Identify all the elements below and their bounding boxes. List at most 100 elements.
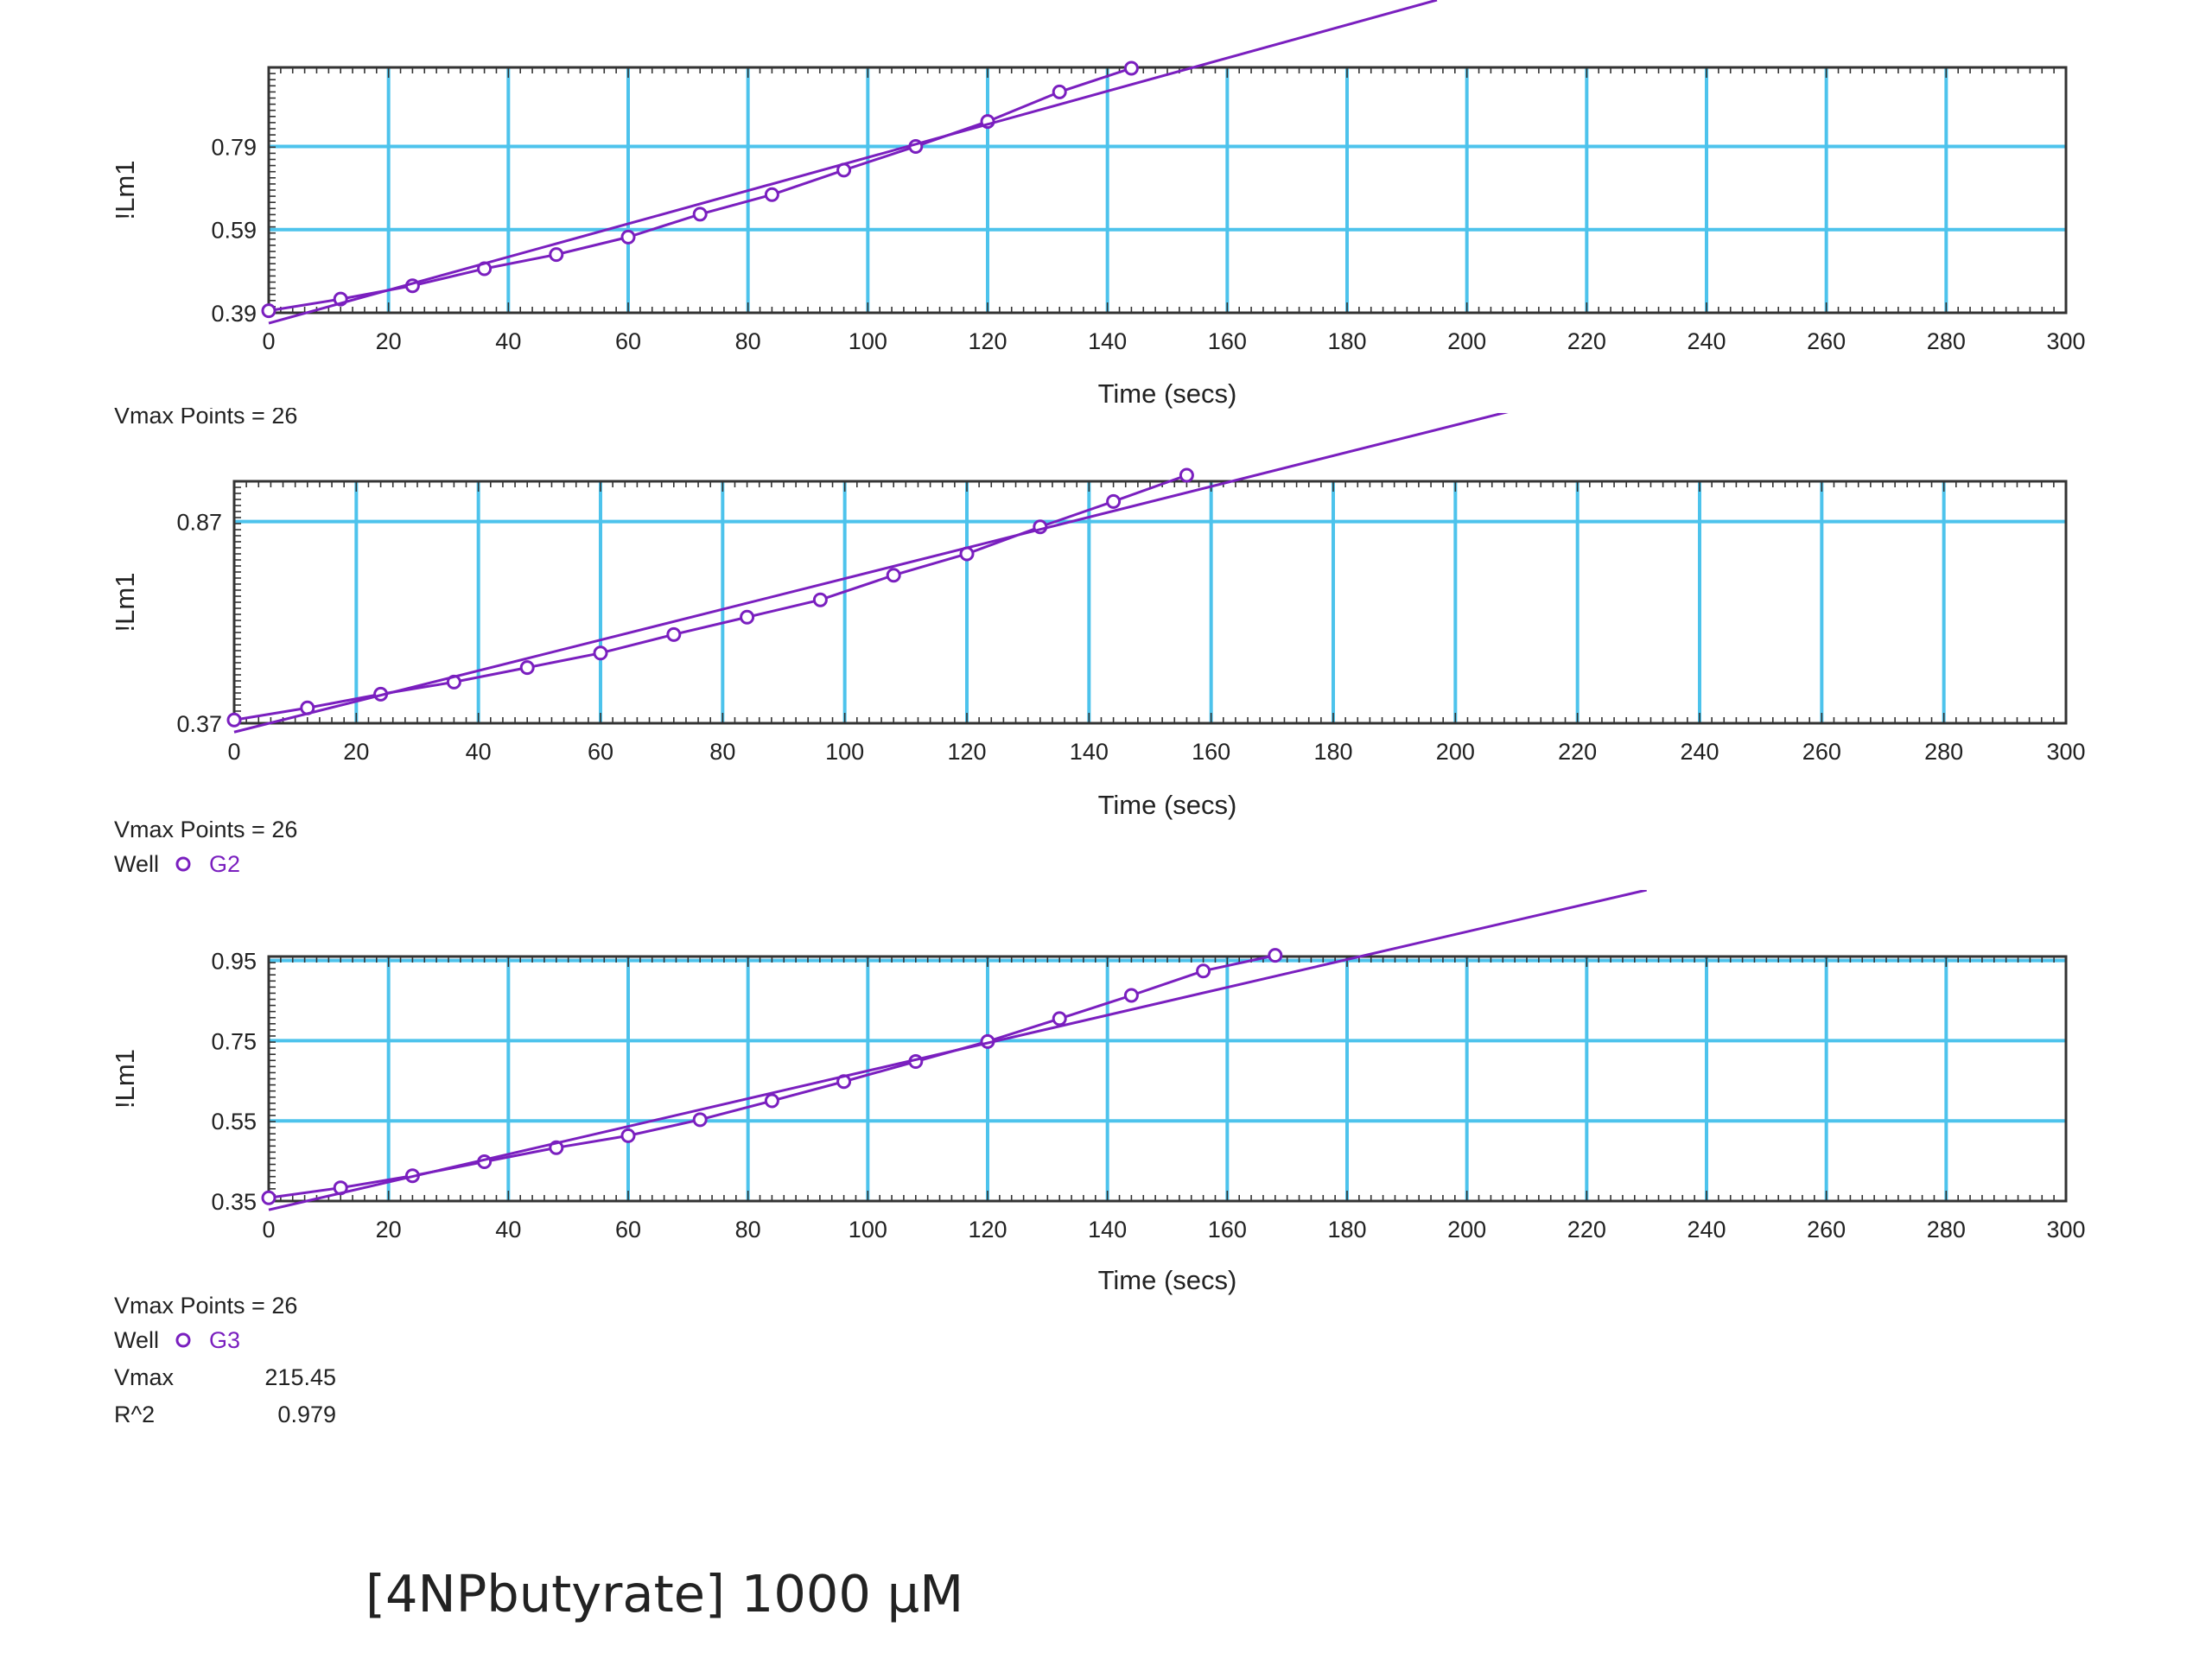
plot-frame: [267, 955, 2068, 1203]
x-tick-label: 0: [262, 328, 275, 354]
x-tick-label: 60: [615, 1217, 641, 1243]
y-tick-label: 0.55: [211, 1109, 257, 1135]
x-tick-label: 140: [1070, 739, 1109, 765]
x-tick-label: 60: [588, 739, 613, 765]
data-point: [549, 247, 564, 263]
data-point: [593, 645, 608, 661]
x-tick-label: 300: [2046, 328, 2085, 354]
plot-frame: [267, 66, 2068, 315]
x-tick-label: 260: [1802, 739, 1841, 765]
x-tick-label: 280: [1924, 739, 1963, 765]
data-point: [1052, 1011, 1067, 1027]
data-point: [812, 592, 828, 607]
y-axis-label: !Lm1: [110, 161, 140, 220]
x-tick-label: 200: [1447, 328, 1486, 354]
x-tick-label: 240: [1687, 328, 1726, 354]
data-point: [1123, 60, 1139, 76]
x-tick-label: 0: [227, 739, 240, 765]
data-layer: [261, 890, 1648, 1211]
y-tick-label: 0.39: [211, 301, 257, 327]
data-point: [1196, 963, 1211, 979]
x-tick-label: 160: [1208, 1217, 1247, 1243]
data-point: [519, 660, 535, 676]
data-point: [620, 1128, 636, 1143]
x-axis-label: Time (secs): [1098, 790, 1237, 820]
x-tick-label: 300: [2046, 739, 2085, 765]
x-tick-label: 220: [1567, 328, 1606, 354]
well-marker-icon: [175, 1332, 191, 1348]
y-tick-label: 0.87: [176, 510, 222, 536]
x-tick-label: 280: [1927, 328, 1966, 354]
plot-area: [269, 67, 2066, 313]
x-tick-label: 140: [1088, 328, 1127, 354]
vmax-label: Vmax: [114, 1364, 175, 1390]
x-axis-label: Time (secs): [1098, 1265, 1237, 1295]
x-tick-label: 140: [1088, 1217, 1127, 1243]
plot-area: [269, 957, 2066, 1201]
fit-line: [268, 0, 1438, 325]
data-point: [1123, 988, 1139, 1003]
x-tick-label: 180: [1327, 1217, 1366, 1243]
data-point: [1106, 493, 1122, 509]
x-tick-label: 60: [615, 328, 641, 354]
x-tick-label: 40: [495, 1217, 521, 1243]
chart-3: 0 20 40 60 80 100 120 140 160 180 200 220 240 260 280 3…: [110, 890, 2086, 1427]
info-block: Vmax Points = 26 Well G2: [114, 821, 297, 877]
x-tick-label: 20: [343, 739, 369, 765]
well-label: Well: [114, 851, 159, 877]
y-tick-label: 0.75: [211, 1028, 257, 1054]
well-label: Well: [114, 1327, 159, 1353]
x-tick-label: 160: [1192, 739, 1230, 765]
data-point: [261, 303, 276, 319]
x-tick-label: 100: [849, 328, 887, 354]
well-marker-icon: [175, 856, 191, 872]
x-tick-label: 260: [1807, 328, 1846, 354]
plot-area: [234, 481, 2066, 723]
data-point: [1268, 948, 1283, 963]
x-tick-label: 200: [1447, 1217, 1486, 1243]
data-point: [764, 1093, 779, 1109]
x-tick-label: 220: [1558, 739, 1597, 765]
data-point: [886, 568, 901, 583]
x-tick-label: 20: [376, 328, 402, 354]
y-tick-label: 0.37: [176, 711, 222, 737]
data-point: [261, 1190, 276, 1205]
data-point: [692, 207, 708, 222]
x-tick-label: 40: [495, 328, 521, 354]
y-axis-label: !Lm1: [110, 573, 140, 632]
r2-value: 0.979: [277, 1402, 336, 1427]
data-point: [692, 1112, 708, 1128]
x-tick-label: 120: [947, 739, 986, 765]
x-tick-label: 80: [709, 739, 735, 765]
x-tick-label: 120: [968, 328, 1007, 354]
x-tick-label: 240: [1680, 739, 1719, 765]
info-block: Vmax Points = 26: [114, 408, 297, 425]
y-tick-label: 0.79: [211, 134, 257, 160]
chart-2: 0 20 40 60 80 100 120 140 160 180 200 220 240 260 280 3…: [110, 413, 2086, 877]
vmax-points-text: Vmax Points = 26: [114, 1293, 297, 1319]
x-tick-label: 220: [1567, 1217, 1606, 1243]
fit-line: [233, 413, 1509, 734]
well-name: G2: [209, 851, 240, 877]
x-tick-label: 180: [1313, 739, 1352, 765]
x-tick-label: 100: [825, 739, 864, 765]
x-tick-label: 200: [1436, 739, 1475, 765]
data-point: [1052, 84, 1067, 99]
plot-frame: [232, 480, 2068, 725]
x-tick-label: 160: [1208, 328, 1247, 354]
x-tick-label: 80: [735, 1217, 761, 1243]
x-tick-label: 300: [2046, 1217, 2085, 1243]
x-tick-label: 240: [1687, 1217, 1726, 1243]
data-point: [666, 626, 682, 642]
x-tick-label: 0: [262, 1217, 275, 1243]
well-name: G3: [209, 1327, 240, 1353]
data-point: [1179, 467, 1194, 483]
data-layer: [226, 413, 1509, 734]
data-point: [620, 229, 636, 245]
info-block: Vmax Points = 26 Well G3 Vmax 215.45 R^2 0.979: [114, 1293, 336, 1427]
data-layer: [261, 0, 1438, 325]
data-point: [226, 712, 242, 728]
r2-label: R^2: [114, 1402, 155, 1427]
y-axis-label: !Lm1: [110, 1049, 140, 1109]
